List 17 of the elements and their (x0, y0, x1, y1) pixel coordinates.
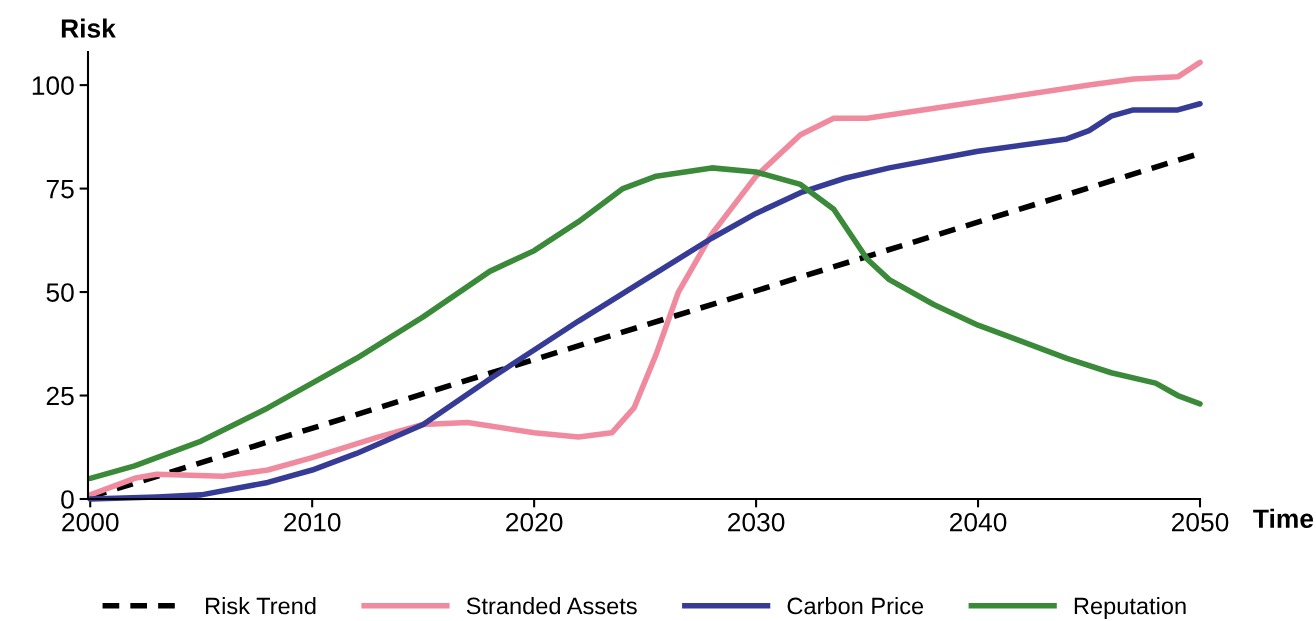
y-tick-label: 0 (61, 490, 74, 509)
legend-label: Reputation (1074, 596, 1186, 620)
x-tick-label: 2020 (506, 512, 563, 532)
y-axis-title: Risk (61, 18, 116, 38)
y-tick-label: 50 (46, 283, 74, 302)
legend-label: Risk Trend (206, 596, 316, 615)
y-tick-label: 100 (32, 76, 74, 95)
x-tick-label: 2010 (284, 512, 341, 532)
x-tick-label: 2030 (728, 512, 785, 532)
legend-label: Carbon Price (787, 596, 924, 615)
x-tick-label: 2050 (1171, 512, 1229, 532)
y-tick-label: 25 (46, 386, 74, 406)
legend-label: Stranded Assets (466, 596, 637, 615)
x-tick-label: 2040 (950, 512, 1007, 532)
x-axis-title: Time (1253, 508, 1314, 529)
x-tick-label: 2000 (62, 512, 119, 532)
y-tick-label: 75 (46, 179, 74, 199)
